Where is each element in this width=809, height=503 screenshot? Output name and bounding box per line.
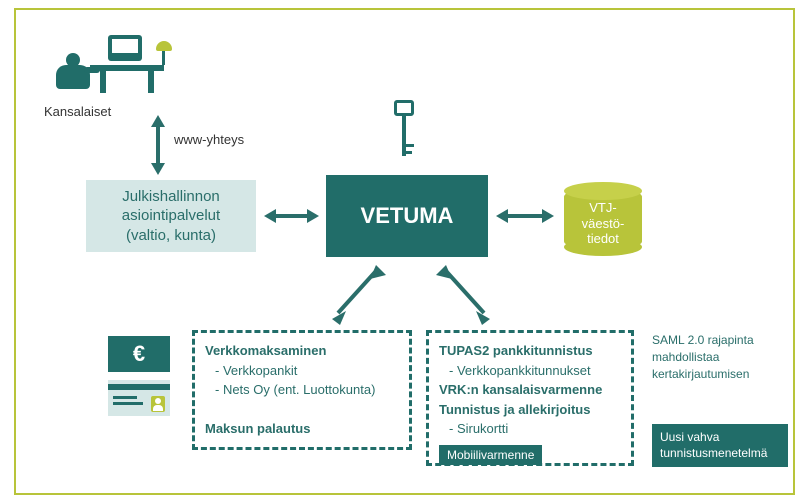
box-line: - Sirukortti — [449, 419, 621, 439]
key-icon — [394, 100, 418, 160]
box-line: - Verkkopankit — [215, 361, 399, 381]
box-line: VRK:n kansalaisvarmenne — [439, 380, 621, 400]
box-line: TUPAS2 pankkitunnistus — [439, 341, 621, 361]
lamp-icon — [156, 41, 172, 51]
gov-line3: (valtio, kunta) — [126, 226, 216, 246]
euro-card-icon: € — [108, 336, 170, 372]
gov-line2: asiointipalvelut — [122, 206, 220, 226]
new-auth-line1: Uusi vahva — [660, 430, 780, 446]
new-auth-method-box: Uusi vahva tunnistusmenetelmä — [652, 424, 788, 467]
box-line: - Nets Oy (ent. Luottokunta) — [215, 380, 399, 400]
new-auth-line2: tunnistusmenetelmä — [660, 446, 780, 462]
auth-box: TUPAS2 pankkitunnistus- Verkkopankkitunn… — [426, 330, 634, 466]
box-line: - Verkkopankkitunnukset — [449, 361, 621, 381]
gov-services-box: Julkishallinnon asiointipalvelut (valtio… — [86, 180, 256, 252]
payment-box: Verkkomaksaminen- Verkkopankit- Nets Oy … — [192, 330, 412, 450]
box-line: Tunnistus ja allekirjoitus — [439, 400, 621, 420]
vtj-line1: VTJ- — [564, 200, 642, 216]
box-line: Maksun palautus — [205, 419, 399, 439]
person-icon — [56, 53, 90, 97]
saml-note: SAML 2.0 rajapinta mahdollistaa kertakir… — [652, 332, 754, 382]
vetuma-box: VETUMA — [326, 175, 488, 257]
citizens-label: Kansalaiset — [44, 104, 111, 119]
citizens-icon — [56, 35, 196, 100]
arrow-vetuma-auth — [436, 265, 496, 325]
saml-line1: SAML 2.0 rajapinta — [652, 332, 754, 349]
monitor-icon — [108, 35, 142, 61]
vtj-cylinder: VTJ- väestö- tiedot — [564, 182, 642, 256]
vtj-line2: väestö- — [564, 216, 642, 232]
id-card-icon — [108, 380, 170, 416]
arrow-left-vetuma — [264, 209, 319, 223]
gov-line1: Julkishallinnon — [122, 187, 220, 207]
vtj-line3: tiedot — [564, 231, 642, 247]
cards-icons: € — [108, 336, 178, 416]
arrow-citizens-leftbox — [151, 115, 165, 175]
mobile-cert-badge: Mobiilivarmenne — [439, 445, 542, 465]
vetuma-label: VETUMA — [361, 203, 454, 229]
box-line: Verkkomaksaminen — [205, 341, 399, 361]
saml-line2: mahdollistaa — [652, 349, 754, 366]
arrow-vetuma-vtj — [496, 209, 554, 223]
saml-line3: kertakirjautumisen — [652, 366, 754, 383]
box-line — [205, 400, 399, 420]
arrow-vetuma-pay — [326, 265, 386, 325]
diagram-frame: Kansalaiset www-yhteys Julkishallinnon a… — [14, 8, 795, 495]
www-label: www-yhteys — [174, 132, 244, 147]
euro-symbol: € — [133, 341, 145, 367]
